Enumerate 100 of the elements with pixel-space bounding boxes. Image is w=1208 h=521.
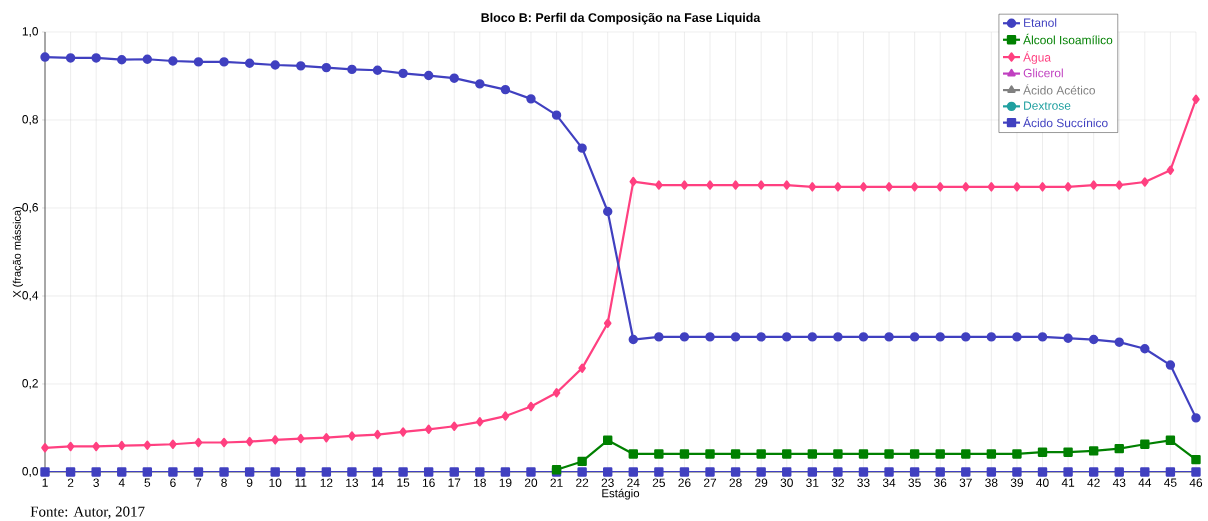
point <box>372 65 383 75</box>
point <box>654 467 664 477</box>
x-tick-label: 28 <box>729 478 742 487</box>
point <box>476 417 484 427</box>
x-tick-label: 10 <box>269 478 282 487</box>
x-tick-label: 18 <box>474 478 486 487</box>
x-tick-label: 45 <box>1164 478 1177 487</box>
point <box>961 449 971 459</box>
point <box>91 53 101 63</box>
point <box>142 467 153 477</box>
point <box>296 433 305 444</box>
point <box>807 467 818 477</box>
point <box>1114 443 1124 454</box>
point <box>577 467 587 477</box>
x-tick-label: 32 <box>831 478 844 487</box>
point <box>706 180 714 190</box>
point <box>193 467 204 477</box>
x-tick-label: 36 <box>934 478 947 487</box>
y-tick-label: 0,0 <box>22 467 39 477</box>
point <box>577 456 587 467</box>
point <box>935 332 945 342</box>
y-tick-label: 0,8 <box>22 115 38 125</box>
point <box>782 449 792 459</box>
point <box>40 52 50 62</box>
point <box>1013 182 1021 192</box>
x-tick-label: 16 <box>422 478 435 487</box>
point <box>449 467 459 477</box>
point <box>1140 467 1150 477</box>
point <box>730 467 741 477</box>
point <box>782 467 792 477</box>
x-tick-label: 6 <box>170 478 176 487</box>
point <box>1037 332 1048 342</box>
x-tick-label: 20 <box>524 478 538 487</box>
point <box>552 388 561 398</box>
point <box>578 363 586 373</box>
x-tick-label: 39 <box>1010 478 1024 487</box>
point <box>628 449 638 459</box>
point <box>603 435 613 446</box>
y-tick-label: 1,0 <box>22 27 39 37</box>
x-tick-label: 7 <box>195 478 202 487</box>
point <box>1088 446 1099 456</box>
point <box>348 431 356 441</box>
point <box>961 182 970 192</box>
x-tick-label: 4 <box>118 478 125 487</box>
x-tick-label: 25 <box>652 478 665 487</box>
point <box>603 318 612 328</box>
point <box>1191 413 1201 423</box>
point <box>1088 334 1099 345</box>
x-tick-label: 3 <box>93 478 99 487</box>
point <box>833 332 843 342</box>
point <box>321 62 332 73</box>
point <box>296 467 306 477</box>
point <box>551 110 562 120</box>
x-tick-label: 9 <box>246 478 253 487</box>
point <box>1115 180 1124 190</box>
point <box>1114 467 1124 477</box>
point <box>603 206 613 217</box>
point <box>66 441 75 452</box>
point <box>1192 94 1200 105</box>
point <box>1114 337 1124 347</box>
point <box>398 68 408 79</box>
point <box>859 182 868 192</box>
point <box>526 467 536 477</box>
x-tick-label: 34 <box>882 478 896 487</box>
point <box>910 182 919 192</box>
point <box>1012 332 1022 342</box>
x-tick-label: 43 <box>1112 478 1126 487</box>
x-tick-label: 12 <box>320 478 333 487</box>
point <box>654 332 664 342</box>
point <box>194 437 203 448</box>
point <box>91 467 101 477</box>
point <box>655 180 663 190</box>
x-tick-label: 23 <box>601 478 614 487</box>
point <box>577 143 587 153</box>
point <box>628 334 638 345</box>
y-tick-label: 0,2 <box>22 379 38 389</box>
point <box>424 424 433 435</box>
point <box>322 432 331 443</box>
point <box>92 441 100 452</box>
point <box>679 449 690 459</box>
point <box>679 332 690 342</box>
point <box>168 467 178 477</box>
point <box>372 467 383 477</box>
point <box>117 440 126 451</box>
point <box>1166 165 1175 175</box>
point <box>885 182 893 192</box>
point <box>244 467 255 477</box>
legend-label: Água <box>1023 51 1052 65</box>
x-tick-label: 26 <box>678 478 691 487</box>
point <box>500 84 511 95</box>
point <box>1191 454 1201 465</box>
point <box>782 180 791 190</box>
point <box>705 467 715 477</box>
x-tick-label: 29 <box>755 478 768 487</box>
point <box>449 73 459 83</box>
point <box>834 182 842 192</box>
point <box>1165 360 1176 370</box>
point <box>526 94 536 104</box>
x-tick-label: 38 <box>985 478 998 487</box>
point <box>398 467 408 477</box>
